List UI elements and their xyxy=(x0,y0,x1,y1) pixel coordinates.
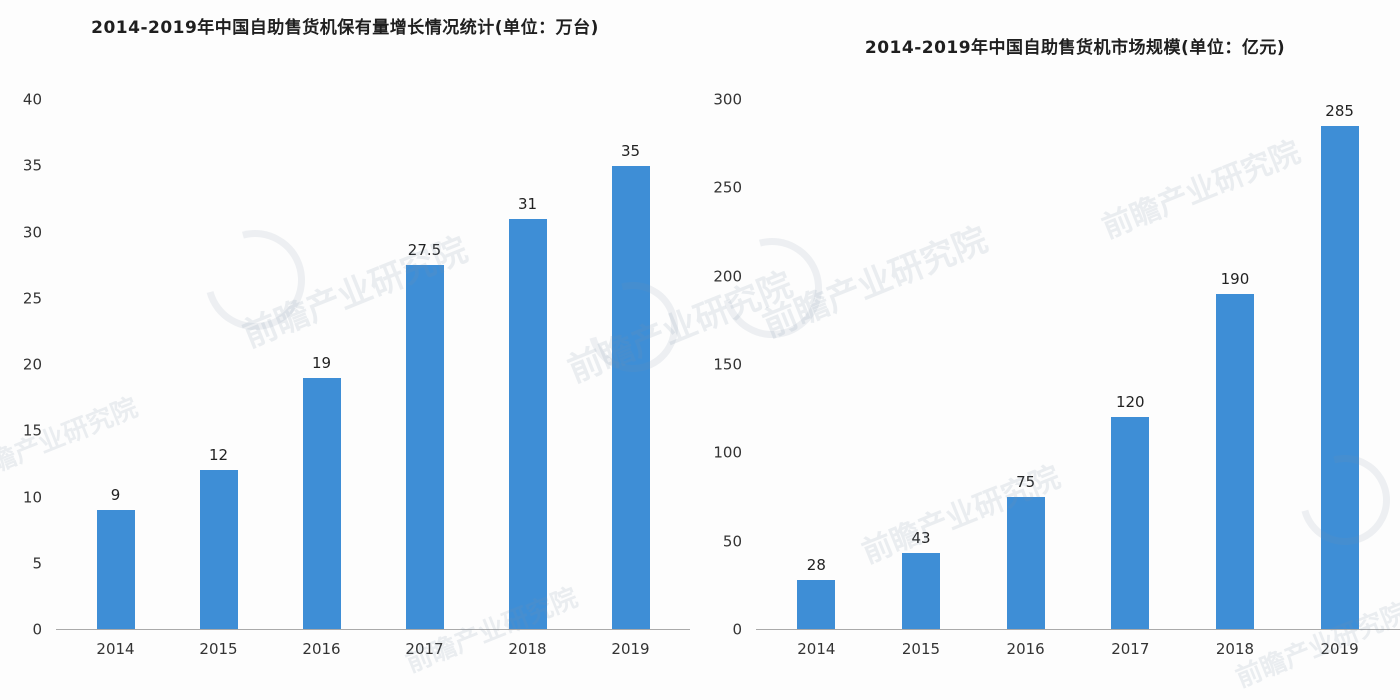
x-category-label: 2015 xyxy=(199,640,238,658)
y-tick-label: 50 xyxy=(722,532,742,551)
bar-value-label: 285 xyxy=(1325,102,1354,121)
bar-slot: 75 xyxy=(993,100,1059,629)
bar-value-label: 31 xyxy=(517,195,538,214)
bar-value-label: 43 xyxy=(911,529,931,548)
x-category-label: 2019 xyxy=(1320,640,1359,658)
bar xyxy=(302,377,341,629)
bars-container: 9 12 19 27.5 31 35 xyxy=(56,100,690,629)
bar xyxy=(1111,417,1150,629)
chart-header: 2014-2019年中国自助售货机保有量增长情况统计(单位：万台) xyxy=(0,0,690,100)
y-tick-label: 25 xyxy=(22,289,42,308)
bar xyxy=(611,166,650,629)
y-tick-label: 300 xyxy=(713,90,742,109)
plot-wrap: 0 5 10 15 20 25 30 35 40 9 12 19 27.5 31 35 xyxy=(0,92,690,637)
bar-value-label: 19 xyxy=(311,353,332,372)
bar-value-label: 28 xyxy=(806,555,826,574)
bar-value-label: 75 xyxy=(1016,472,1036,491)
y-tick-label: 35 xyxy=(22,156,42,175)
y-tick-label: 15 xyxy=(22,421,42,440)
chart-header: 2014-2019年中国自助售货机市场规模(单位：亿元) xyxy=(690,0,1400,100)
bar-slot: 9 xyxy=(83,100,149,629)
x-category-label: 2016 xyxy=(1006,640,1045,658)
chart-ownership: 2014-2019年中国自助售货机保有量增长情况统计(单位：万台) 0 5 10 15… xyxy=(0,0,690,700)
x-axis: 2014 2015 2016 2017 2018 2019 xyxy=(756,640,1400,658)
y-axis: 0 50 100 150 200 250 300 xyxy=(690,92,756,637)
x-category-label: 2016 xyxy=(302,640,341,658)
bar-value-label: 190 xyxy=(1220,269,1250,288)
bar-value-label: 9 xyxy=(110,485,121,504)
bar xyxy=(508,219,547,629)
bar-slot: 28 xyxy=(783,100,849,629)
plot-area: 28 43 75 120 190 285 xyxy=(756,100,1400,630)
x-category-label: 2017 xyxy=(405,640,444,658)
chart-market-size: 2014-2019年中国自助售货机市场规模(单位：亿元) 0 50 100 150 20… xyxy=(690,0,1400,700)
bar-value-label: 120 xyxy=(1115,393,1145,412)
y-tick-label: 100 xyxy=(713,443,742,462)
bar-slot: 120 xyxy=(1097,100,1163,629)
bars-container: 28 43 75 120 190 285 xyxy=(756,100,1400,629)
chart-title: 2014-2019年中国自助售货机保有量增长情况统计(单位：万台) xyxy=(91,18,599,38)
y-tick-label: 0 xyxy=(732,620,742,639)
plot-area: 9 12 19 27.5 31 35 xyxy=(56,100,690,630)
bar xyxy=(797,579,836,629)
bar-slot: 35 xyxy=(598,100,664,629)
y-tick-label: 5 xyxy=(32,554,42,573)
bar xyxy=(405,265,444,629)
bar-value-label: 27.5 xyxy=(407,241,442,260)
y-tick-label: 10 xyxy=(22,488,42,506)
x-axis: 2014 2015 2016 2017 2018 2019 xyxy=(56,640,690,658)
bar-slot: 31 xyxy=(495,100,561,629)
bar-slot: 190 xyxy=(1202,100,1268,629)
x-category-label: 2018 xyxy=(1215,640,1255,658)
x-category-label: 2017 xyxy=(1111,640,1150,658)
x-category-label: 2014 xyxy=(96,640,135,658)
x-category-label: 2014 xyxy=(797,640,836,658)
y-tick-label: 30 xyxy=(22,223,42,241)
bar xyxy=(1006,496,1045,629)
bar xyxy=(96,509,135,629)
y-tick-label: 250 xyxy=(713,178,742,197)
bar-value-label: 35 xyxy=(620,142,641,161)
bar-value-label: 12 xyxy=(208,446,229,465)
bar-slot: 27.5 xyxy=(392,100,458,629)
y-tick-label: 0 xyxy=(32,620,42,639)
bar-slot: 12 xyxy=(186,100,252,629)
chart-title: 2014-2019年中国自助售货机市场规模(单位：亿元) xyxy=(864,38,1286,58)
y-tick-label: 20 xyxy=(22,355,42,374)
bar-slot: 43 xyxy=(888,100,954,629)
x-category-label: 2015 xyxy=(901,640,941,658)
bar-slot: 285 xyxy=(1307,100,1373,629)
y-tick-label: 150 xyxy=(713,355,742,374)
plot-wrap: 0 50 100 150 200 250 300 28 43 75 120 190 285 xyxy=(690,92,1400,637)
x-category-label: 2019 xyxy=(611,640,650,658)
bar xyxy=(1215,293,1254,629)
y-axis: 0 5 10 15 20 25 30 35 40 xyxy=(0,92,56,637)
y-tick-label: 40 xyxy=(22,90,42,109)
y-tick-label: 200 xyxy=(713,267,742,286)
x-category-label: 2018 xyxy=(508,640,547,658)
bar xyxy=(199,470,238,629)
bar xyxy=(901,553,940,629)
bar-slot: 19 xyxy=(289,100,355,629)
bar xyxy=(1320,126,1359,629)
